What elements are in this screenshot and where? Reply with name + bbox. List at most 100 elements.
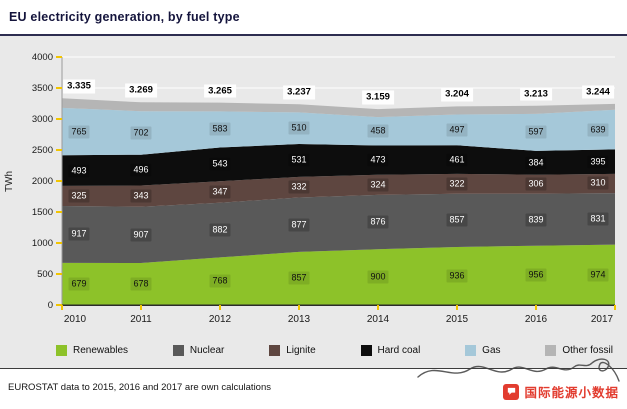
total-label: 3.159 — [362, 90, 394, 105]
x-tick-label: 2017 — [590, 314, 614, 325]
area-gas — [62, 107, 615, 156]
chart-panel: TWh 679 678 768 857 900 936 956 974 917 907 882 877… — [0, 36, 627, 368]
footer: EUROSTAT data to 2015, 2016 and 2017 are… — [0, 358, 627, 409]
legend-label: Other fossil — [562, 344, 613, 356]
value-label: 497 — [446, 123, 468, 137]
header: EU electricity generation, by fuel type — [0, 0, 627, 36]
value-label: 768 — [209, 274, 231, 288]
value-label: 877 — [288, 218, 310, 232]
value-label: 974 — [587, 268, 609, 282]
total-label: 3.237 — [283, 85, 315, 100]
value-label: 702 — [130, 126, 152, 140]
value-label: 679 — [68, 277, 90, 291]
value-label: 882 — [209, 223, 231, 237]
value-label: 936 — [446, 269, 468, 283]
value-label: 325 — [68, 189, 90, 203]
legend-swatch-other-fossil — [545, 344, 557, 356]
y-tick-label: 4000 — [31, 52, 53, 63]
value-label: 876 — [367, 215, 389, 229]
legend-item-renewables: Renewables — [56, 344, 129, 356]
legend-label: Renewables — [73, 344, 129, 356]
legend-label: Lignite — [286, 344, 316, 356]
total-label: 3.244 — [582, 85, 614, 99]
value-label: 857 — [446, 213, 468, 227]
watermark-text: 国际能源小数据 — [524, 386, 619, 400]
value-label: 322 — [446, 177, 468, 191]
value-label: 639 — [587, 123, 609, 137]
value-label: 583 — [209, 122, 231, 136]
value-label: 531 — [288, 153, 310, 167]
area-svg — [56, 56, 616, 310]
x-tick-label: 2015 — [445, 314, 469, 325]
value-label: 384 — [525, 156, 547, 170]
y-tick-label: 3500 — [31, 83, 53, 94]
x-tick-label: 2010 — [63, 314, 87, 325]
value-label: 343 — [130, 189, 152, 203]
legend-swatch-renewables — [56, 344, 67, 356]
legend-item-lignite: Lignite — [269, 344, 316, 356]
legend-swatch-hard-coal — [360, 344, 372, 356]
value-label: 857 — [288, 271, 310, 285]
y-tick-label: 2000 — [31, 176, 53, 187]
y-tick-label: 2500 — [31, 145, 53, 156]
value-label: 917 — [68, 227, 90, 241]
y-tick-label: 1500 — [31, 207, 53, 218]
watermark-logo-icon — [503, 383, 520, 400]
value-label: 473 — [367, 153, 389, 167]
value-label: 332 — [288, 180, 310, 194]
value-label: 510 — [288, 121, 310, 135]
legend-item-nuclear: Nuclear — [172, 344, 225, 356]
value-label: 831 — [587, 212, 609, 226]
total-label: 3.213 — [520, 87, 552, 101]
legend-swatch-lignite — [269, 344, 281, 356]
value-label: 395 — [587, 155, 609, 169]
legend-item-hard-coal: Hard coal — [360, 344, 421, 356]
area-other-fossil — [62, 98, 615, 118]
total-label: 3.265 — [204, 84, 236, 98]
value-label: 597 — [525, 125, 547, 139]
y-tick-label: 3000 — [31, 114, 53, 125]
watermark: 国际能源小数据 — [503, 382, 619, 401]
total-label: 3.204 — [441, 87, 473, 102]
area-renewables — [62, 244, 615, 305]
legend: Renewables Nuclear Lignite Hard coal Gas… — [56, 342, 613, 358]
value-label: 310 — [587, 176, 609, 190]
y-tick-label: 500 — [37, 269, 53, 280]
area-hard-coal — [62, 144, 615, 186]
value-label: 324 — [367, 178, 389, 192]
value-label: 493 — [68, 164, 90, 178]
x-tick-label: 2016 — [524, 314, 548, 325]
legend-label: Hard coal — [377, 344, 421, 356]
total-label: 3.335 — [63, 79, 95, 94]
x-tick-label: 2014 — [366, 314, 390, 325]
x-tick-label: 2011 — [130, 314, 152, 325]
value-label: 900 — [367, 270, 389, 284]
x-tick-label: 2012 — [208, 314, 232, 325]
total-label: 3.269 — [125, 83, 157, 98]
legend-swatch-nuclear — [172, 344, 184, 356]
y-tick-label: 0 — [47, 300, 53, 311]
value-label: 907 — [130, 228, 152, 242]
area-nuclear — [62, 193, 615, 263]
y-tick-label: 1000 — [31, 238, 53, 249]
source-note: EUROSTAT data to 2015, 2016 and 2017 are… — [8, 382, 271, 393]
value-label: 839 — [525, 213, 547, 227]
value-label: 306 — [525, 177, 547, 191]
legend-label: Nuclear — [189, 344, 225, 356]
area-lignite — [62, 173, 615, 207]
value-label: 956 — [525, 268, 547, 282]
value-label: 347 — [209, 185, 231, 199]
value-label: 496 — [130, 163, 152, 177]
value-label: 543 — [209, 157, 231, 171]
page-title: EU electricity generation, by fuel type — [9, 10, 240, 24]
plot-area: 679 678 768 857 900 936 956 974 917 907 882 877 876 8… — [56, 56, 616, 310]
value-label: 765 — [68, 125, 90, 139]
legend-swatch-gas — [465, 344, 477, 356]
value-label: 458 — [367, 124, 389, 138]
x-tick-label: 2013 — [287, 314, 311, 325]
value-label: 461 — [446, 153, 468, 167]
legend-item-gas: Gas — [465, 344, 501, 356]
legend-item-other-fossil: Other fossil — [545, 344, 613, 356]
value-label: 678 — [130, 277, 152, 291]
legend-label: Gas — [482, 344, 501, 356]
